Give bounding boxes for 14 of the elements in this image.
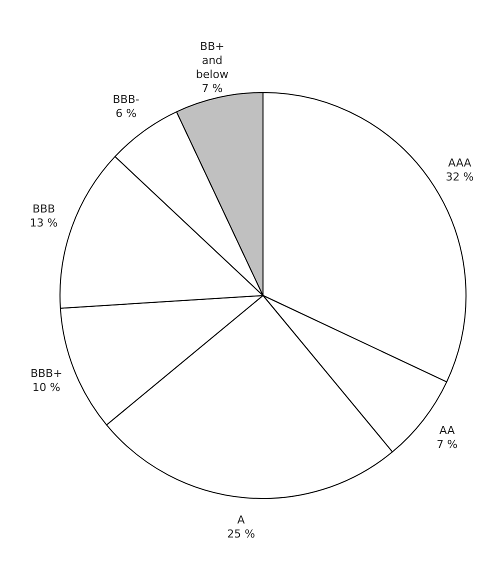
data-label: 6 % [116, 106, 137, 120]
slice-label: A [237, 513, 246, 526]
data-label: 10 % [32, 381, 60, 394]
slice-label: AA [439, 424, 456, 438]
slice-label: AAA [448, 156, 472, 170]
data-label: 7 % [202, 82, 223, 95]
data-label: 13 % [30, 216, 58, 230]
data-label: 7 % [436, 438, 458, 452]
slice-label: BBB- [112, 92, 140, 106]
slice-label: BB+ and below [196, 40, 228, 81]
slice-label: BBB+ [30, 367, 62, 380]
data-label: 25 % [227, 527, 256, 540]
slice-label: BBB [32, 202, 56, 216]
data-label: 32 % [446, 170, 474, 184]
